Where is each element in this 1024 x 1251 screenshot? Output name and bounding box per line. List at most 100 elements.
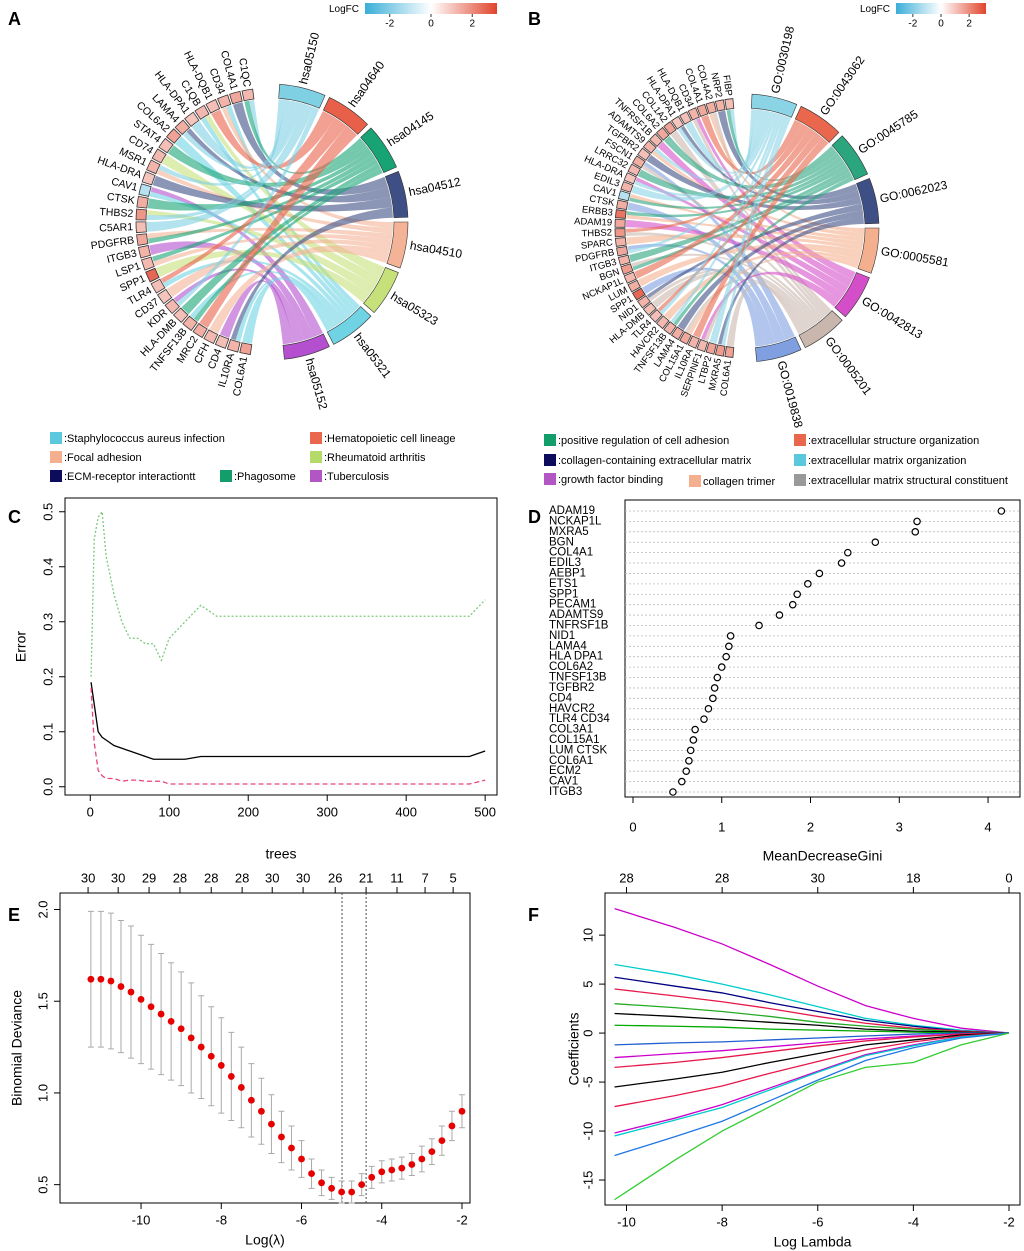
gene-box bbox=[614, 209, 627, 219]
gene-box bbox=[140, 256, 155, 271]
legend-swatch bbox=[50, 432, 62, 444]
dot bbox=[815, 569, 824, 578]
dot bbox=[685, 756, 693, 765]
point bbox=[328, 1184, 335, 1192]
chord-link bbox=[232, 102, 388, 195]
gene-box bbox=[655, 315, 670, 330]
plot-frame bbox=[59, 892, 471, 1204]
colorbar-tick-label: 2 bbox=[469, 19, 475, 30]
category-label: MXRA5 bbox=[549, 526, 589, 538]
x-tick-label: -8 bbox=[716, 1214, 728, 1229]
sector-label: hsa04145 bbox=[384, 108, 436, 149]
gene-box bbox=[696, 339, 709, 353]
gene-box bbox=[617, 190, 631, 202]
dot bbox=[710, 684, 719, 692]
gene-box bbox=[145, 267, 160, 283]
gene-box bbox=[214, 334, 230, 349]
gene-box bbox=[617, 254, 631, 266]
category-label: ADAM19 bbox=[549, 505, 595, 517]
category-label: BGN bbox=[549, 536, 574, 548]
chord-link bbox=[670, 130, 827, 318]
gene-box bbox=[136, 195, 149, 209]
dot bbox=[837, 559, 846, 567]
gene-box bbox=[150, 278, 166, 294]
gene-box bbox=[184, 111, 200, 127]
gene-box bbox=[172, 307, 189, 324]
gene-box bbox=[614, 228, 626, 238]
chord-link bbox=[631, 111, 774, 201]
series-line bbox=[614, 1012, 1010, 1034]
series-line bbox=[614, 1032, 1010, 1088]
dot bbox=[775, 611, 784, 619]
gene-label: ADAM19 bbox=[574, 216, 612, 228]
top-tick-label: 28 bbox=[235, 870, 249, 885]
sector-label: GO:0005581 bbox=[880, 244, 950, 270]
gene-label: SPARC bbox=[580, 237, 613, 252]
colorbar-tick-label: 2 bbox=[966, 19, 972, 30]
gene-box bbox=[620, 181, 634, 193]
dot bbox=[713, 673, 722, 682]
sector-arc bbox=[278, 84, 326, 109]
category-label: HAVCR2 bbox=[549, 703, 595, 715]
point bbox=[177, 1025, 185, 1033]
colorbar-tick-label: -2 bbox=[385, 19, 394, 30]
top-tick-label: 30 bbox=[81, 870, 95, 885]
category-label: TGFBR2 bbox=[549, 682, 594, 694]
dot bbox=[700, 715, 708, 723]
gene-box bbox=[614, 237, 627, 247]
point bbox=[278, 1133, 285, 1141]
dot bbox=[682, 767, 691, 775]
gene-box bbox=[687, 335, 700, 349]
gene-box bbox=[705, 341, 717, 355]
series-line bbox=[614, 1032, 1010, 1157]
chord-link bbox=[205, 114, 385, 277]
panel-label: D bbox=[528, 507, 541, 527]
x-tick-label: -8 bbox=[215, 1212, 227, 1227]
chord-link bbox=[693, 137, 829, 339]
gene-box bbox=[239, 342, 253, 356]
gene-label: CTSK bbox=[106, 191, 136, 207]
chord-link bbox=[160, 117, 347, 284]
chord-link bbox=[704, 281, 806, 342]
dot bbox=[755, 621, 763, 630]
chord-link bbox=[646, 154, 862, 211]
y-tick-label: 5 bbox=[580, 980, 595, 987]
legend-swatch bbox=[544, 454, 556, 466]
gene-box bbox=[136, 233, 149, 246]
point bbox=[438, 1137, 446, 1145]
dot bbox=[691, 725, 699, 734]
x-tick-label: 300 bbox=[316, 804, 338, 819]
x-tick-label: 2 bbox=[807, 819, 814, 834]
sector-arc bbox=[750, 93, 798, 118]
sector-arc bbox=[831, 135, 869, 181]
panel-label: C bbox=[8, 507, 21, 527]
x-tick-label: -2 bbox=[456, 1212, 468, 1227]
sector-arc bbox=[755, 336, 802, 362]
gene-label: C1QC bbox=[236, 57, 253, 88]
chord-link bbox=[242, 278, 332, 344]
legend-label: :extracellular matrix structural constit… bbox=[808, 475, 1008, 487]
chord-link bbox=[626, 234, 863, 251]
series-line bbox=[614, 908, 1010, 1034]
legend-swatch bbox=[310, 470, 322, 482]
gene-box bbox=[705, 101, 717, 115]
point bbox=[157, 1010, 165, 1018]
gene-box bbox=[158, 137, 174, 154]
point bbox=[187, 1034, 195, 1042]
x-tick-label: -10 bbox=[132, 1212, 151, 1227]
sector-arc bbox=[857, 227, 880, 274]
dot bbox=[911, 528, 920, 536]
x-tick-label: -6 bbox=[812, 1214, 824, 1229]
gene-box bbox=[156, 288, 173, 305]
chord-link bbox=[147, 227, 393, 240]
point bbox=[207, 1052, 215, 1060]
gene-label: COL6A1 bbox=[719, 359, 734, 397]
x-tick-label: 400 bbox=[395, 804, 417, 819]
x-tick-label: 0 bbox=[87, 804, 94, 819]
sector-label: GO:0062023 bbox=[878, 178, 948, 206]
gene-box bbox=[631, 155, 646, 169]
panel-label: B bbox=[528, 9, 541, 29]
dot bbox=[871, 538, 880, 547]
gene-box bbox=[226, 339, 241, 353]
